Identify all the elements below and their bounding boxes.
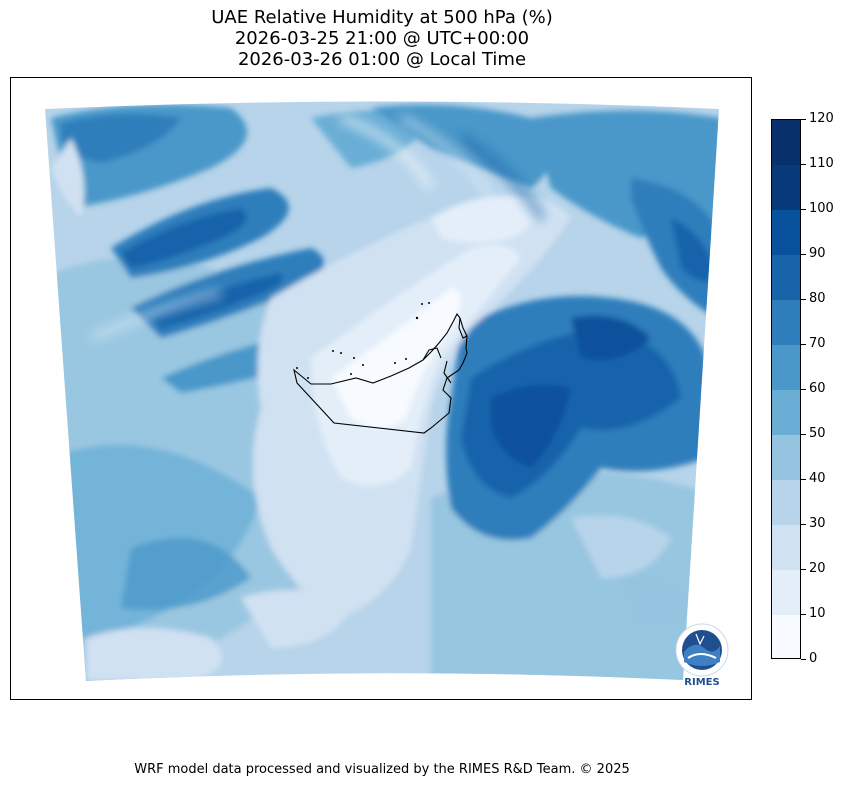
colorbar-segment — [771, 254, 801, 300]
colorbar-tick-label: 90 — [809, 246, 826, 261]
colorbar-segment — [771, 209, 801, 255]
colorbar-segment — [771, 524, 801, 570]
colorbar-tick — [801, 434, 806, 435]
colorbar-segment — [771, 614, 801, 660]
chart-title: UAE Relative Humidity at 500 hPa (%) 202… — [0, 7, 764, 70]
island-markers — [296, 302, 430, 379]
colorbar-tick-label: 60 — [809, 381, 826, 396]
colorbar-tick — [801, 164, 806, 165]
colorbar-segment — [771, 119, 801, 165]
uae-boundary — [293, 312, 468, 434]
title-line-1: UAE Relative Humidity at 500 hPa (%) — [211, 7, 553, 28]
colorbar-tick-label: 50 — [809, 426, 826, 441]
map-frame — [10, 77, 752, 700]
colorbar-tick-label: 0 — [809, 651, 818, 666]
colorbar-tick-label: 120 — [809, 111, 834, 126]
rimes-logo: RIMES — [675, 623, 729, 688]
colorbar-segment — [771, 344, 801, 390]
colorbar — [771, 119, 801, 660]
rimes-logo-text: RIMES — [684, 677, 719, 688]
colorbar-tick — [801, 569, 806, 570]
colorbar-segment — [771, 434, 801, 480]
colorbar-tick-label: 30 — [809, 516, 826, 531]
colorbar-tick — [801, 479, 806, 480]
colorbar-tick — [801, 389, 806, 390]
colorbar-segment — [771, 479, 801, 525]
colorbar-tick — [801, 344, 806, 345]
colorbar-segment — [771, 299, 801, 345]
colorbar-tick — [801, 299, 806, 300]
title-line-2: 2026-03-25 21:00 @ UTC+00:00 — [234, 28, 530, 49]
title-line-3: 2026-03-26 01:00 @ Local Time — [237, 49, 527, 70]
colorbar-segment — [771, 164, 801, 210]
colorbar-segment — [771, 569, 801, 615]
humidity-map — [45, 101, 719, 681]
footer-credit: WRF model data processed and visualized … — [134, 762, 630, 777]
colorbar-tick-label: 80 — [809, 291, 826, 306]
colorbar-tick-label: 110 — [809, 156, 834, 171]
colorbar-tick — [801, 254, 806, 255]
colorbar-tick — [801, 209, 806, 210]
colorbar-tick — [801, 524, 806, 525]
colorbar-tick — [801, 614, 806, 615]
colorbar-tick — [801, 119, 806, 120]
colorbar-tick-label: 70 — [809, 336, 826, 351]
colorbar-tick-label: 100 — [809, 201, 834, 216]
colorbar-tick-label: 10 — [809, 606, 826, 621]
colorbar-tick-label: 20 — [809, 561, 826, 576]
colorbar-tick-label: 40 — [809, 471, 826, 486]
colorbar-segment — [771, 389, 801, 435]
colorbar-tick — [801, 659, 806, 660]
humidity-field — [45, 101, 719, 681]
